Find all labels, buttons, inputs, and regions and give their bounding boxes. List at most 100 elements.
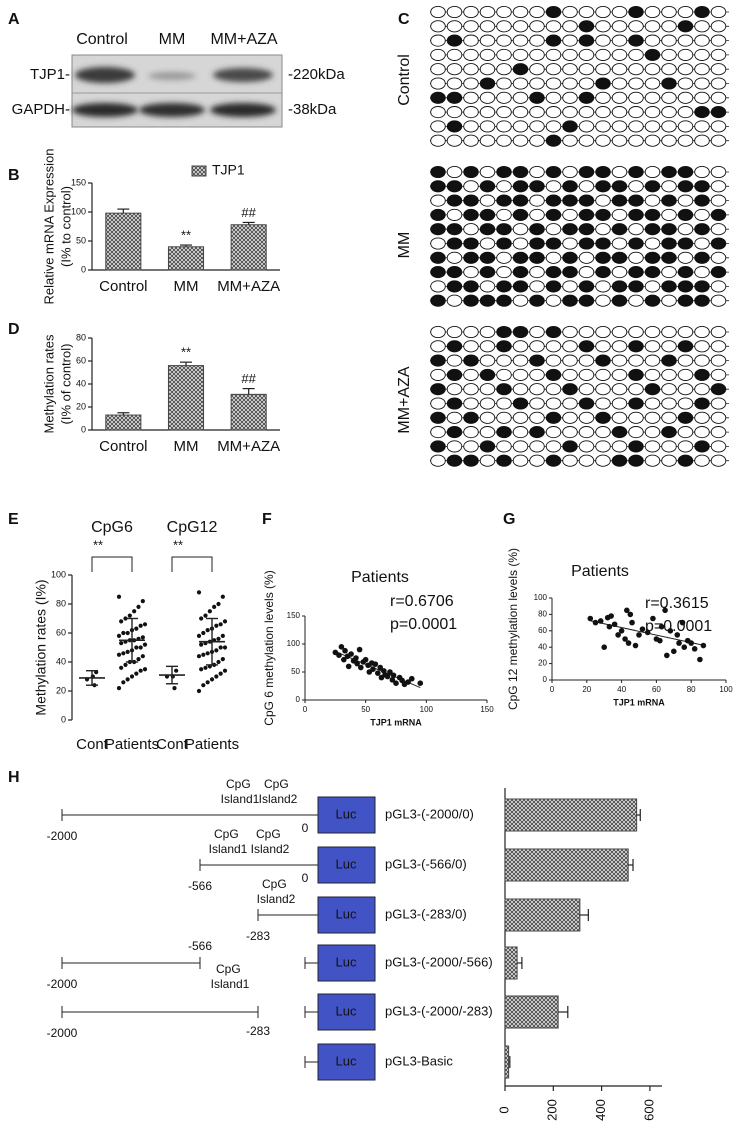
point (608, 613, 614, 619)
cpg-site (644, 340, 661, 353)
cpg-site (446, 5, 463, 19)
cpg-site (710, 426, 727, 439)
cpg-site (512, 294, 529, 307)
cpg-site (430, 134, 446, 147)
cpg-site (562, 91, 578, 104)
x-tick-label: 80 (687, 685, 696, 694)
dot (220, 633, 225, 639)
y-tick-label: 100 (534, 593, 548, 602)
cpg-site (430, 325, 446, 339)
cpg-site (611, 426, 628, 439)
y-tick-label: 20 (76, 401, 86, 411)
cpg-site (677, 266, 694, 279)
cpg-site (628, 440, 644, 453)
cpg-site (595, 34, 611, 47)
cpg-site (710, 397, 727, 410)
dot (129, 674, 135, 679)
cpg-site (677, 440, 694, 453)
cpg-site (463, 120, 479, 133)
cpg-site (611, 180, 628, 193)
cpg-site (562, 223, 578, 236)
cpg-site (545, 340, 562, 353)
dot (207, 609, 212, 614)
cpg-site (529, 194, 545, 207)
cpg-site (710, 5, 727, 19)
cpg-site (644, 134, 661, 147)
cpg-site (496, 223, 512, 236)
cpg-site (463, 294, 479, 307)
cpg-site (578, 20, 595, 33)
dot (136, 604, 141, 610)
cpg-site (611, 251, 628, 264)
cpg-site (694, 208, 710, 221)
cpg-site (446, 397, 463, 410)
position-label: 0 (302, 871, 309, 885)
island-label: CpG Island2 (257, 877, 296, 906)
cpg-site (562, 354, 578, 367)
cpg-site (611, 134, 628, 147)
position-label: -566 (188, 879, 212, 893)
cpg-site (628, 266, 644, 279)
cpg-site (710, 251, 727, 264)
cpg-site (463, 354, 479, 367)
y-axis-label: (I% to control) (58, 186, 73, 267)
cpg-site (512, 34, 529, 47)
cpg-site (661, 454, 677, 467)
cpg-site (562, 397, 578, 410)
cpg-site (694, 325, 710, 339)
cpg-site (661, 165, 677, 179)
cpg-site (529, 134, 545, 147)
cpg-site (661, 120, 677, 133)
dot (140, 654, 145, 659)
cpg-site (430, 411, 446, 424)
blot-row-label: TJP1- (30, 66, 70, 83)
dot (201, 683, 206, 688)
cpg-site (661, 354, 677, 367)
cpg-site (512, 180, 529, 193)
cpg-site (628, 20, 644, 33)
cpg-site (578, 454, 595, 467)
cpg-site (628, 280, 644, 293)
cpg-site (694, 454, 710, 467)
cpg-site (479, 411, 496, 424)
cpg-site (463, 106, 479, 119)
dot (116, 652, 122, 657)
y-tick-label: 150 (287, 611, 301, 620)
y-axis-label: Methylation rates (I%) (33, 579, 49, 715)
cpg-site (661, 280, 677, 293)
bar (105, 212, 142, 271)
cpg-site (694, 63, 710, 76)
x-tick-label: 400 (593, 1099, 608, 1121)
dot (199, 667, 204, 672)
cpg-site (628, 251, 644, 264)
cpg-site (430, 294, 446, 307)
cpg-site (430, 91, 446, 104)
cpg-site (694, 34, 710, 47)
y-tick-label: 0 (296, 695, 301, 704)
cpg-site (578, 397, 595, 410)
cpg-site (694, 77, 710, 90)
cpg-site (496, 165, 512, 179)
x-tick-label: 200 (545, 1099, 560, 1121)
y-tick-label: 80 (76, 332, 86, 342)
group-label: MM+AZA (396, 366, 413, 433)
cpg-site (512, 48, 529, 61)
point (370, 666, 376, 672)
cpg-site (463, 208, 479, 221)
cpg-site (529, 280, 545, 293)
cpg-site (644, 77, 661, 90)
dot (125, 630, 130, 636)
dot (123, 662, 128, 668)
cpg-site (661, 266, 677, 279)
cpg-site (661, 180, 677, 193)
point (384, 673, 391, 680)
cpg-site (644, 48, 661, 61)
cpg-site (677, 383, 694, 396)
cpg-site (562, 180, 578, 193)
cpg-site (463, 48, 479, 61)
dot (203, 613, 208, 618)
cpg-site (512, 63, 529, 76)
dot (205, 680, 210, 685)
cpg-site (512, 77, 529, 90)
cpg-site (694, 294, 710, 307)
